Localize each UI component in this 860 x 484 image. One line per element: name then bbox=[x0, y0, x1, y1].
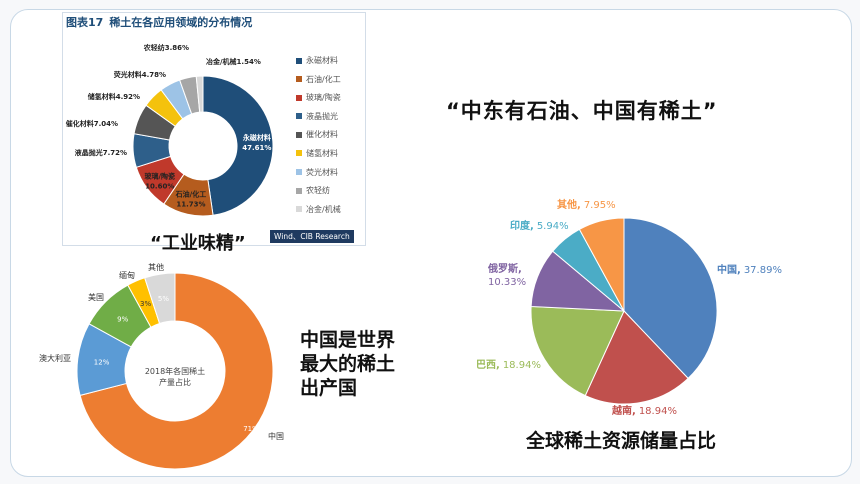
chart2-text-line3: 出产国 bbox=[300, 377, 358, 399]
chart1-legend-swatch bbox=[296, 187, 302, 194]
chart1-legend-label: 农轻纺 bbox=[306, 186, 330, 196]
chart1-legend-item: 荧光材料 bbox=[296, 164, 341, 183]
chart1-legend-item: 石油/化工 bbox=[296, 71, 341, 90]
quote-text: “中东有石油、中国有稀土” bbox=[446, 99, 718, 123]
chart1-legend-label: 永磁材料 bbox=[306, 56, 338, 65]
chart1-legend-label: 冶金/机械 bbox=[306, 204, 341, 214]
chart2-text-line2: 最大的稀土 bbox=[300, 353, 396, 375]
chart1-legend-item: 液晶抛光 bbox=[296, 108, 341, 127]
chart1-legend-label: 玻璃/陶瓷 bbox=[306, 93, 341, 103]
chart1-legend-swatch bbox=[296, 113, 302, 120]
chart1-legend: 永磁材料石油/化工玻璃/陶瓷液晶抛光催化材料储氢材料荧光材料农轻纺冶金/机械 bbox=[296, 52, 341, 219]
chart1-figure-number: 图表17 bbox=[66, 16, 104, 29]
chart2-text: 中国是世界 最大的稀土 出产国 bbox=[300, 328, 395, 400]
chart1-legend-swatch bbox=[296, 206, 302, 213]
chart1-legend-item: 冶金/机械 bbox=[296, 201, 341, 220]
chart1-legend-swatch bbox=[296, 57, 302, 64]
chart1-legend-item: 催化材料 bbox=[296, 126, 341, 145]
chart1-legend-item: 农轻纺 bbox=[296, 182, 341, 201]
chart1-title-text: 稀土在各应用领域的分布情况 bbox=[109, 16, 253, 29]
chart1-legend-label: 石油/化工 bbox=[306, 74, 341, 84]
chart1-caption: “工业味精” bbox=[150, 233, 246, 254]
chart1-legend-swatch bbox=[296, 131, 302, 138]
chart1-source: Wind、CIB Research bbox=[270, 230, 354, 243]
chart1-title: 图表17 稀土在各应用领域的分布情况 bbox=[66, 14, 252, 30]
chart1-legend-swatch bbox=[296, 169, 302, 176]
chart1-legend-item: 永磁材料 bbox=[296, 52, 341, 71]
chart2-text-line1: 中国是世界 bbox=[300, 329, 396, 351]
chart1-legend-swatch bbox=[296, 150, 302, 157]
chart1-legend-label: 储氢材料 bbox=[306, 148, 338, 158]
chart1-legend-label: 催化材料 bbox=[306, 130, 338, 140]
chart1-legend-item: 玻璃/陶瓷 bbox=[296, 89, 341, 108]
chart3-caption: 全球稀土资源储量占比 bbox=[526, 430, 717, 452]
chart1-legend-swatch bbox=[296, 94, 302, 101]
chart1-legend-label: 荧光材料 bbox=[306, 167, 338, 177]
chart1-legend-item: 储氢材料 bbox=[296, 145, 341, 164]
chart1-legend-swatch bbox=[296, 76, 302, 83]
chart1-legend-label: 液晶抛光 bbox=[306, 111, 338, 121]
